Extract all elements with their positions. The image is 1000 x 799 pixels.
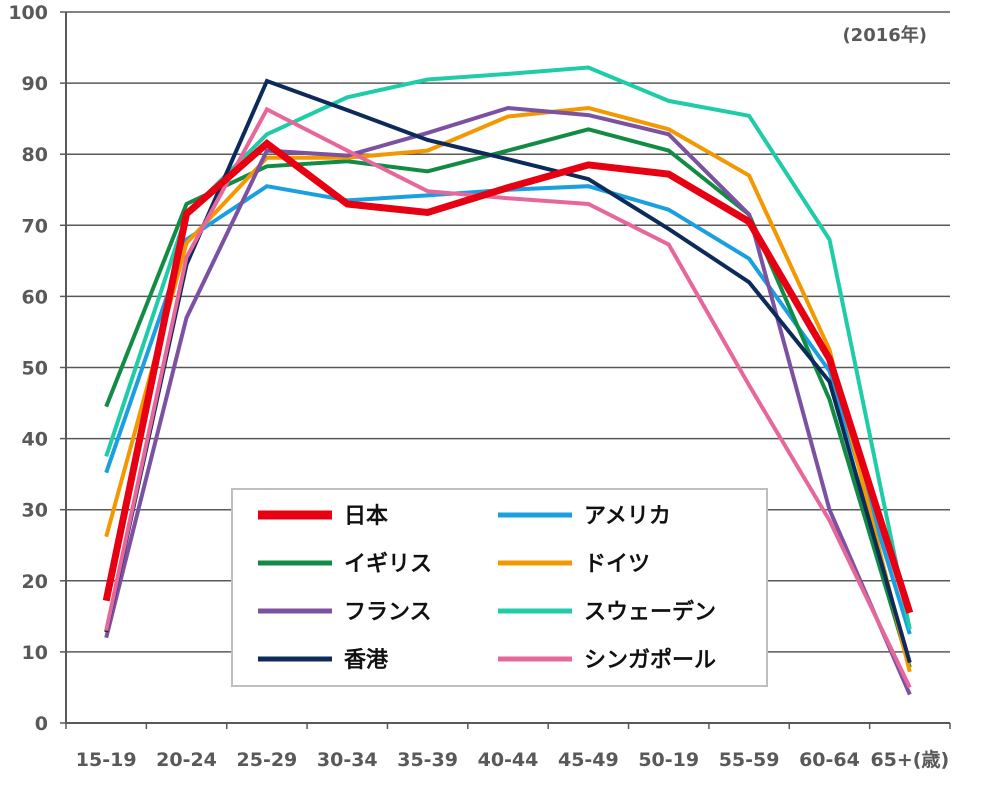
axes [60, 11, 951, 729]
legend-box [231, 488, 768, 687]
x-tick-label: 40-44 [478, 749, 539, 771]
grid [66, 11, 950, 653]
x-tick-labels: 15-19 20-24 25-29 30-34 35-39 40-44 45-49 50-19… [76, 749, 949, 771]
x-tick-label: 55-59 [719, 749, 780, 771]
y-tick-label: 0 [35, 713, 48, 735]
x-tick-label: 30-34 [317, 749, 378, 771]
legend-label: シンガポール [584, 647, 716, 673]
legend-label: 香港 [344, 648, 389, 673]
series-line-2 [104, 127, 912, 669]
legend-label: フランス [344, 600, 432, 625]
series-line-0 [102, 138, 914, 614]
y-tick-label: 90 [22, 73, 48, 95]
y-tick-label: 30 [22, 500, 48, 522]
year-note: (2016年) [842, 24, 927, 46]
y-tick-label: 40 [22, 429, 48, 451]
legend-label: スウェーデン [584, 599, 716, 625]
y-tick-label: 100 [8, 2, 48, 24]
series-line-7 [104, 106, 912, 689]
x-tick-label: 60-64 [799, 749, 860, 771]
legend-label: ドイツ [584, 552, 650, 577]
y-tick-label: 80 [22, 144, 48, 166]
x-tick-label: 20-24 [156, 749, 217, 771]
x-tick-label: 65+(歳) [870, 749, 949, 771]
y-tick-label: 50 [22, 358, 48, 380]
legend-label: イギリス [344, 552, 432, 577]
legend-label: アメリカ [584, 504, 671, 529]
y-tick-label: 70 [22, 215, 48, 237]
series-line-3 [104, 105, 912, 673]
x-tick-label: 25-29 [237, 749, 298, 771]
y-tick-label: 20 [22, 571, 48, 593]
series-layer [102, 65, 914, 696]
x-tick-label: 50-19 [638, 749, 699, 771]
series-line-6 [104, 78, 912, 664]
x-tick-label: 45-49 [558, 749, 619, 771]
legend-label: 日本 [344, 504, 388, 529]
x-tick-label: 15-19 [76, 749, 137, 771]
y-tick-labels: 0 10 20 30 40 50 60 70 80 90 100 [8, 2, 48, 735]
y-tick-label: 60 [22, 286, 48, 308]
x-tick-label: 35-39 [397, 749, 458, 771]
y-tick-label: 10 [22, 642, 48, 664]
